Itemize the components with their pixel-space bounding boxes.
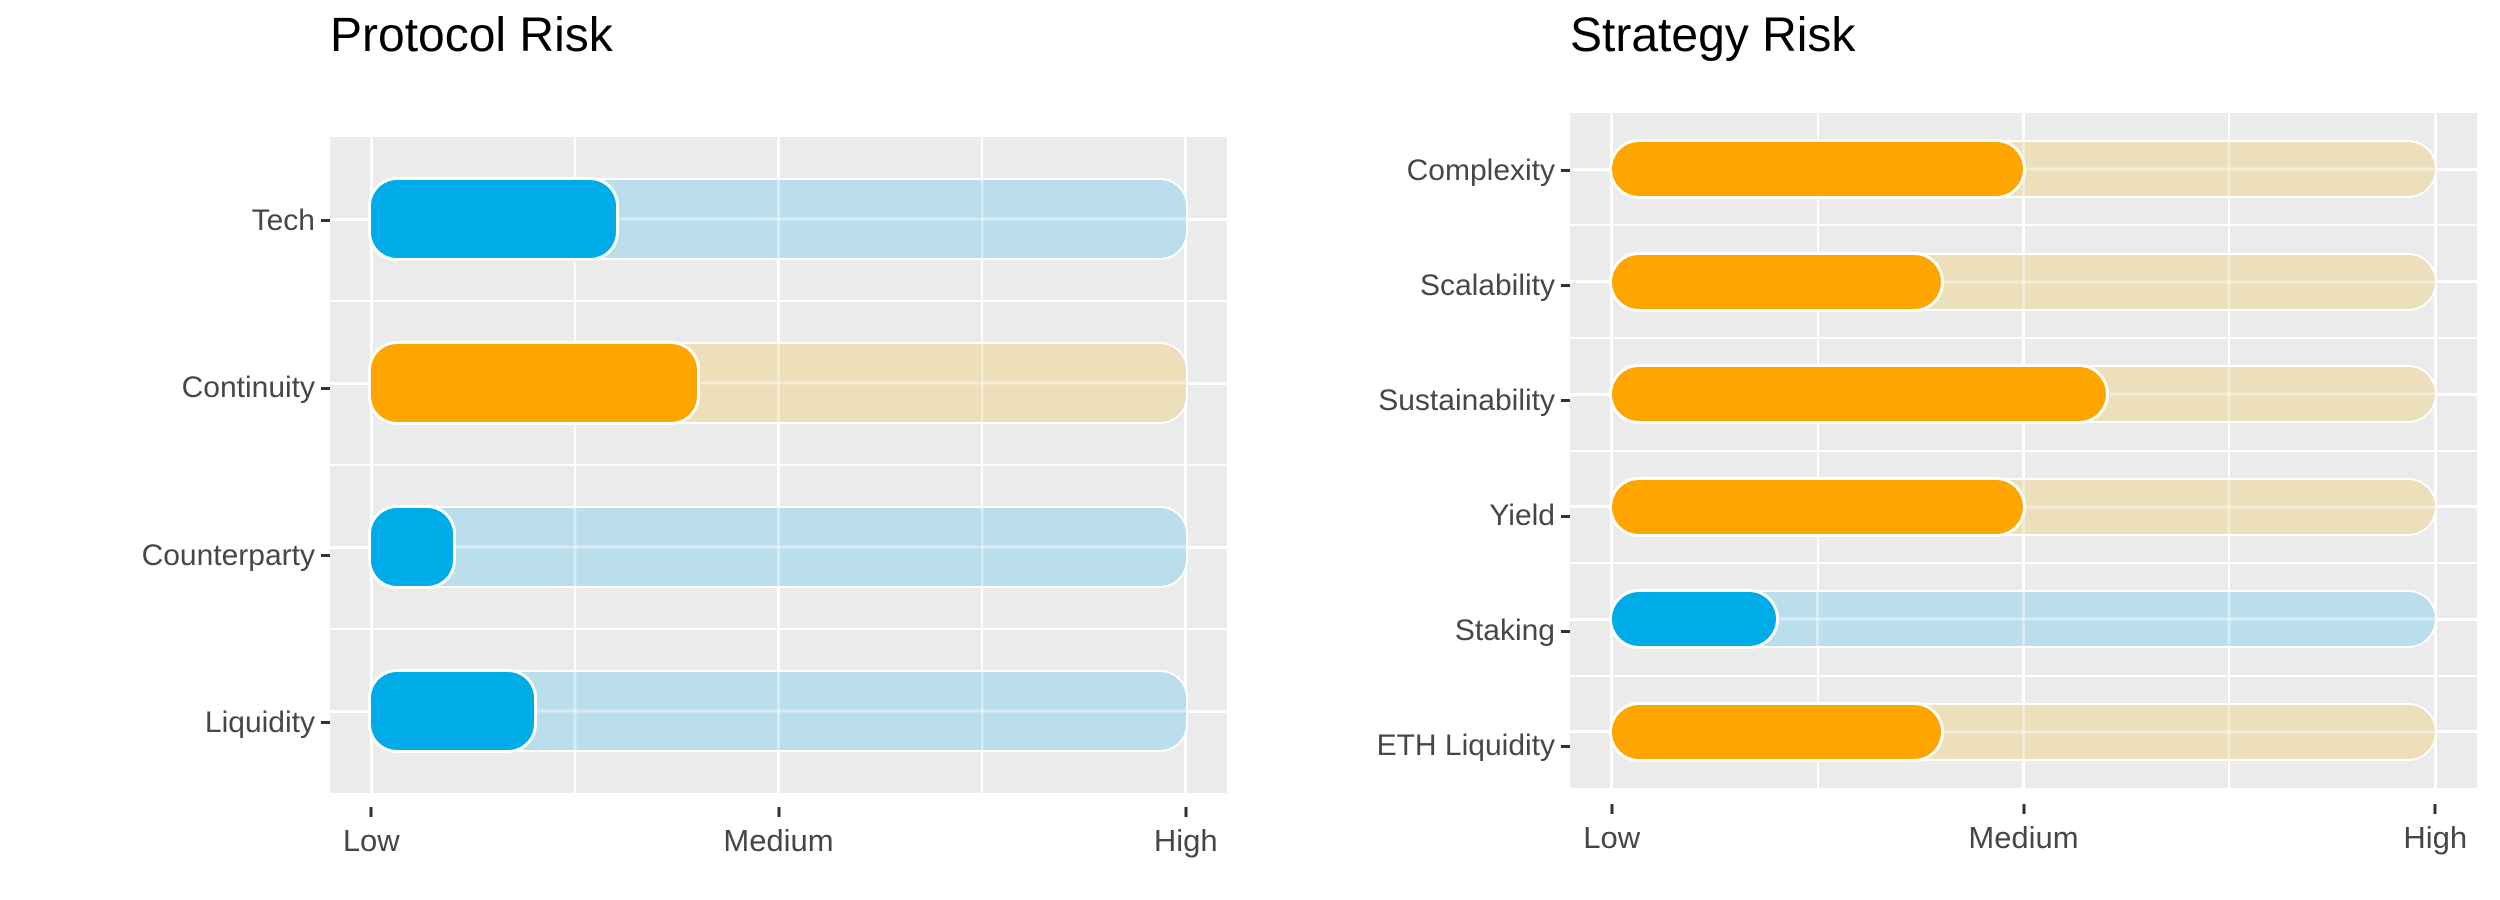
y-axis-row: Staking — [1250, 574, 1570, 689]
x-tick-mark — [1184, 806, 1188, 817]
horizontal-gridline-minor — [330, 300, 1227, 303]
y-axis-row: Complexity — [1250, 113, 1570, 228]
y-axis-row: Tech — [0, 137, 330, 304]
bar-fill — [1611, 142, 2024, 197]
horizontal-gridline-minor — [1570, 674, 2477, 677]
bar-row — [1570, 563, 2477, 676]
x-axis-tick-label: High — [1153, 822, 1218, 858]
horizontal-gridline-minor — [330, 464, 1227, 467]
strategy-risk-chart: Strategy Risk Complexity Scalability Susta… — [1250, 0, 2500, 900]
y-tick-mark — [1561, 629, 1570, 633]
bar-fill — [371, 672, 535, 751]
x-tick-mark — [2433, 804, 2437, 814]
y-axis-label: Yield — [1489, 499, 1555, 533]
bar-fill — [371, 180, 616, 259]
bar-row — [330, 465, 1227, 629]
bar-fill — [1611, 479, 2024, 534]
horizontal-gridline-minor — [1570, 224, 2477, 227]
protocol-risk-title-row: Protocol Risk — [330, 0, 1227, 124]
y-axis-label: Complexity — [1406, 153, 1555, 187]
y-axis-labels: Complexity Scalability Sustainability Yield… — [1250, 113, 1570, 804]
y-axis-row: Liquidity — [0, 639, 330, 806]
bar-row — [1570, 338, 2477, 451]
chart-title: Strategy Risk — [1570, 9, 1856, 62]
bar-fill — [1611, 592, 1777, 647]
y-tick-mark — [321, 721, 330, 725]
bar-track — [1611, 254, 2436, 309]
plot-panel — [1570, 113, 2477, 788]
x-axis-tick-label: Low — [1583, 820, 1641, 855]
protocol-risk-chart: Protocol Risk Tech Continuity Counterparty… — [0, 0, 1227, 887]
chart-title: Protocol Risk — [330, 9, 613, 62]
bar-track — [371, 672, 1186, 751]
y-axis-label: Tech — [251, 203, 315, 237]
bar-fill — [1611, 704, 1942, 759]
x-axis-tick-label: Medium — [723, 822, 834, 858]
bar-track — [1611, 704, 2436, 759]
strategy-risk-title-row: Strategy Risk — [1570, 0, 2477, 97]
horizontal-gridline-minor — [330, 628, 1227, 631]
y-tick-mark — [1561, 399, 1570, 403]
y-axis-row: Yield — [1250, 459, 1570, 574]
bar-track — [371, 344, 1186, 423]
y-axis-label: Scalability — [1419, 268, 1555, 302]
bar-track — [1611, 142, 2436, 197]
bar-rows — [1570, 113, 2477, 788]
x-tick-mark — [777, 806, 780, 817]
y-axis-label: ETH Liquidity — [1376, 729, 1555, 763]
y-tick-mark — [321, 219, 330, 223]
y-tick-mark — [321, 386, 330, 390]
x-axis-tick-label: Medium — [1968, 820, 2079, 855]
bar-row — [330, 629, 1227, 793]
bar-rows — [330, 137, 1227, 793]
bar-fill — [1611, 254, 1942, 309]
horizontal-gridline-minor — [1570, 336, 2477, 339]
bar-row — [1570, 226, 2477, 339]
y-axis-row: Counterparty — [0, 472, 330, 639]
bar-track — [1611, 479, 2436, 534]
bar-fill — [371, 508, 453, 587]
y-tick-mark — [321, 554, 330, 558]
y-axis-row: ETH Liquidity — [1250, 689, 1570, 804]
bar-track — [371, 180, 1186, 259]
y-axis-label: Staking — [1454, 614, 1555, 648]
bar-track — [1611, 592, 2436, 647]
bar-track — [1611, 367, 2436, 422]
y-axis-row: Scalability — [1250, 228, 1570, 343]
bar-fill — [1611, 367, 2106, 422]
x-axis: Low Medium High — [330, 806, 1227, 887]
x-tick-mark — [1610, 804, 1614, 814]
y-axis-labels: Tech Continuity Counterparty Liquidity — [0, 137, 330, 806]
y-tick-mark — [1561, 744, 1570, 748]
x-axis-tick-label: High — [2403, 820, 2468, 855]
y-axis-row: Sustainability — [1250, 343, 1570, 458]
y-axis-label: Counterparty — [141, 538, 315, 572]
plot-panel — [330, 137, 1227, 794]
y-axis-label: Sustainability — [1378, 383, 1555, 417]
y-axis-label: Continuity — [181, 371, 315, 405]
x-axis-tick-label: Low — [342, 822, 400, 858]
y-tick-mark — [1561, 284, 1570, 288]
bar-row — [1570, 676, 2477, 789]
bar-row — [330, 137, 1227, 301]
bar-row — [330, 301, 1227, 465]
bar-track — [371, 508, 1186, 587]
x-tick-mark — [2022, 804, 2025, 814]
horizontal-gridline-minor — [1570, 449, 2477, 452]
horizontal-gridline-minor — [1570, 561, 2477, 564]
y-tick-mark — [1561, 514, 1570, 518]
bar-row — [1570, 451, 2477, 564]
y-axis-label: Liquidity — [204, 705, 315, 739]
y-tick-mark — [1561, 169, 1570, 173]
y-axis-row: Continuity — [0, 305, 330, 472]
x-tick-mark — [369, 806, 373, 817]
bar-row — [1570, 113, 2477, 226]
x-axis: Low Medium High — [1570, 804, 2477, 884]
bar-fill — [371, 344, 698, 423]
